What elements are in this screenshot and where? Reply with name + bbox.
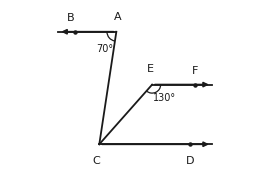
Text: E: E: [147, 64, 154, 74]
Text: F: F: [192, 66, 198, 76]
Text: 70°: 70°: [96, 44, 113, 54]
Text: C: C: [92, 156, 100, 166]
Text: D: D: [185, 156, 194, 166]
Text: A: A: [114, 11, 122, 21]
Text: 130°: 130°: [153, 93, 176, 103]
Text: B: B: [66, 13, 74, 23]
